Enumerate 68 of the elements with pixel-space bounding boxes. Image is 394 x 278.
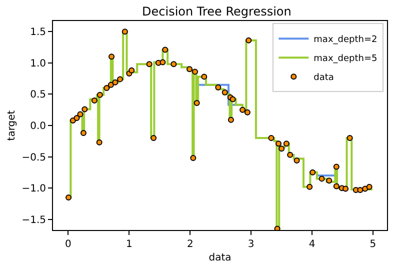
point [108,54,115,60]
point [186,66,193,72]
point [246,37,252,44]
x-axis-title: data [208,252,232,264]
y-tick-label: 1.5 [30,27,46,38]
point [96,139,102,146]
point [82,106,88,112]
y-tick-label: 0.0 [30,121,46,132]
point [74,114,80,121]
x-tick-label: 1 [126,239,132,250]
point [244,109,250,116]
point [222,89,228,96]
point [162,46,168,53]
point [96,92,103,98]
chart-title: Decision Tree Regression [142,4,292,18]
point [201,74,208,80]
point [150,135,157,142]
y-tick-label: −1.0 [22,184,46,195]
x-tick-label: 4 [308,239,316,250]
point [215,84,222,90]
point [117,76,124,82]
point [294,158,300,164]
y-axis-title: target [6,110,18,141]
point [91,97,98,104]
point [318,176,325,182]
point [112,79,118,86]
point [230,96,236,102]
point [160,59,166,66]
point [287,152,294,158]
legend-label: max_depth=5 [314,54,378,64]
y-tick-label: 1.0 [30,58,46,70]
legend-label: max_depth=2 [314,35,378,46]
point [283,140,290,147]
legend-label: data [314,73,334,84]
point [333,164,340,170]
x-tick-label: 2 [186,239,194,250]
point [326,178,332,184]
point [268,135,274,142]
point [194,100,200,106]
point [240,106,246,113]
point [80,130,86,136]
point [190,155,196,162]
point [228,116,234,123]
x-tick-label: 3 [248,239,254,250]
point [122,28,128,35]
x-tick-label: 5 [370,239,376,250]
point [128,67,135,74]
point [310,169,316,176]
point [276,140,282,147]
point [146,61,152,68]
point [192,68,198,75]
point [66,194,72,200]
y-tick-label: 0.5 [30,90,46,101]
point [357,186,364,193]
point [104,84,110,91]
point [108,82,114,88]
point [306,184,313,190]
x-tick-label: 0 [65,239,72,250]
point [170,61,177,68]
y-tick-label: −0.5 [22,152,46,164]
point [70,117,76,124]
point [342,186,349,192]
point [366,184,372,190]
point [278,146,285,152]
point [333,183,340,190]
y-tick-label: −1.5 [22,214,46,226]
point [346,135,353,142]
point [77,111,84,118]
